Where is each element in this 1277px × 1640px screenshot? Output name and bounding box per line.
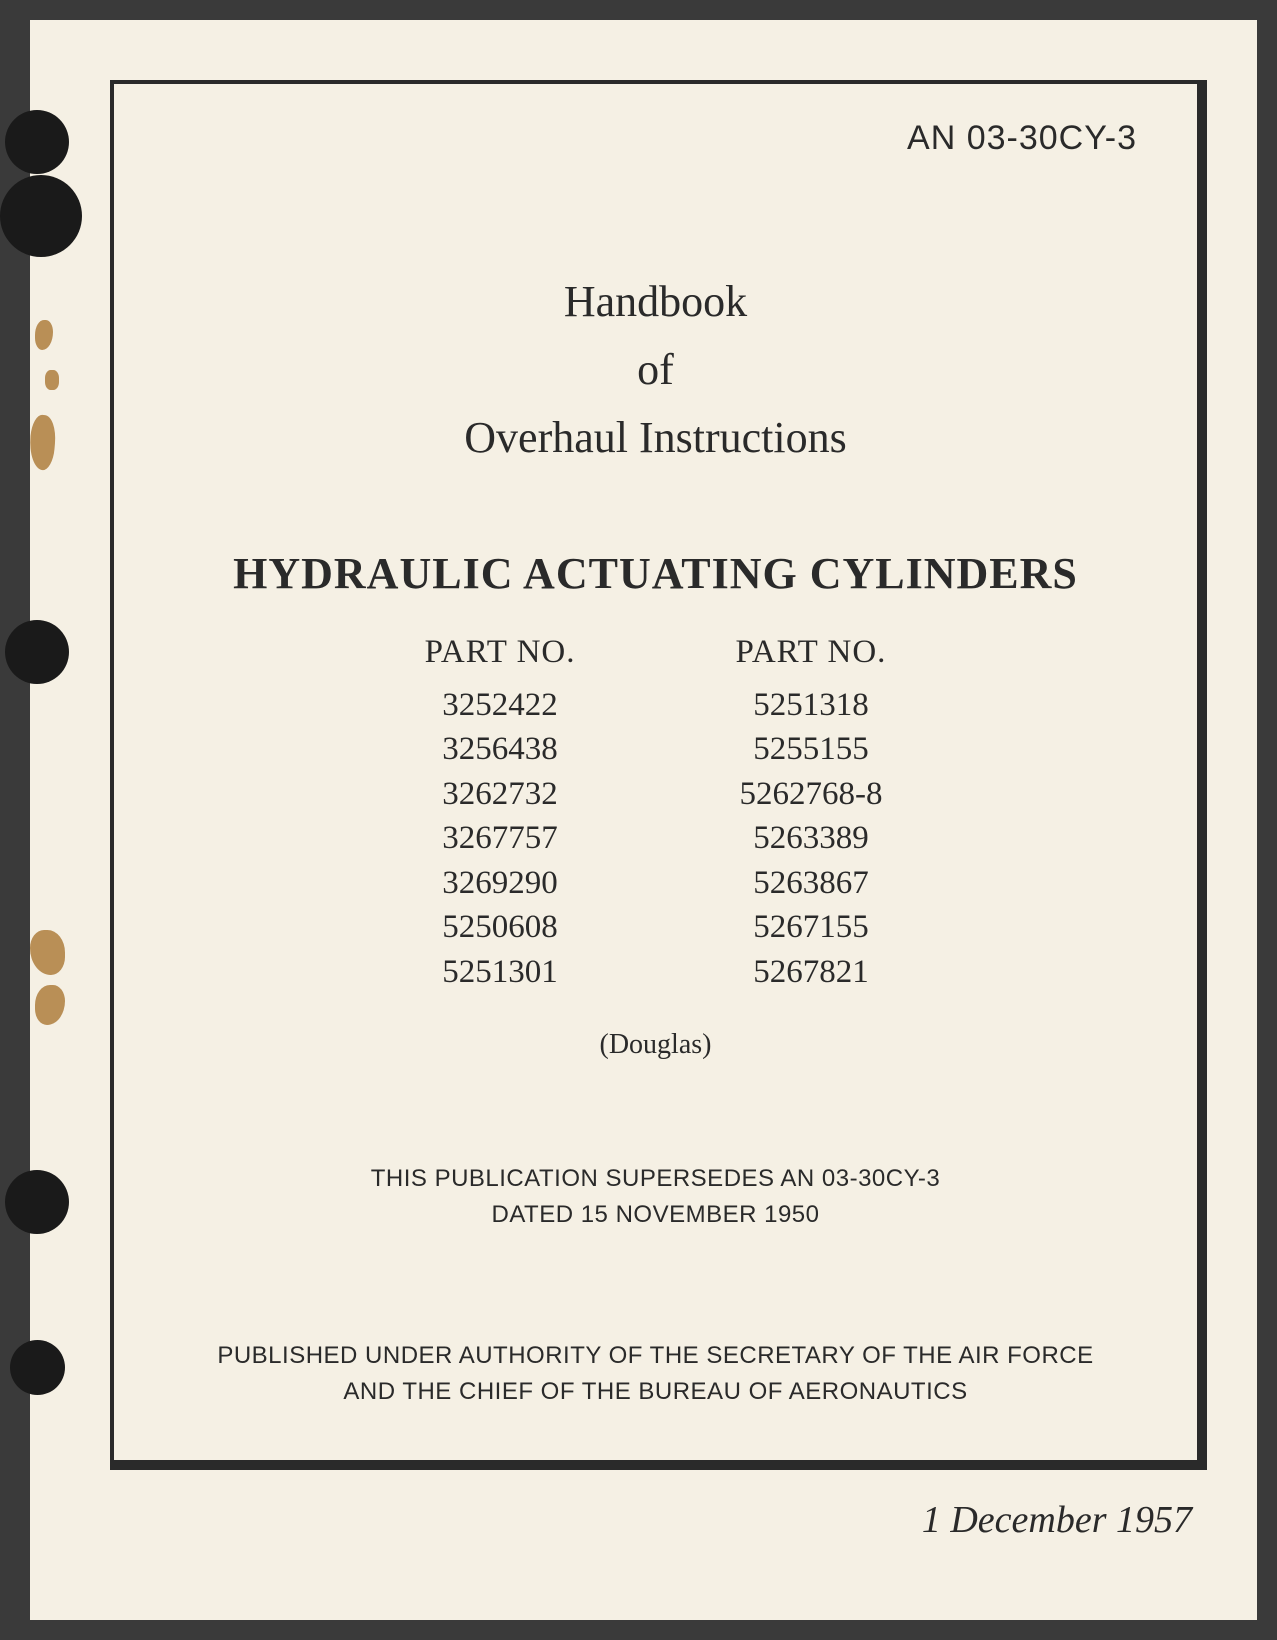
main-title: HYDRAULIC ACTUATING CYLINDERS bbox=[174, 548, 1137, 599]
parts-column-2: PART NO. 5251318 5255155 5262768-8 52633… bbox=[736, 634, 887, 995]
document-page: AN 03-30CY-3 Handbook of Overhaul Instru… bbox=[30, 20, 1257, 1620]
part-number: 3267757 bbox=[425, 816, 576, 861]
part-number: 3252422 bbox=[425, 683, 576, 728]
punch-hole bbox=[5, 620, 69, 684]
publication-date: 1 December 1957 bbox=[110, 1498, 1207, 1542]
supersedes-line-1: THIS PUBLICATION SUPERSEDES AN 03-30CY-3 bbox=[174, 1161, 1137, 1197]
supersedes-notice: THIS PUBLICATION SUPERSEDES AN 03-30CY-3… bbox=[174, 1161, 1137, 1233]
authority-statement: PUBLISHED UNDER AUTHORITY OF THE SECRETA… bbox=[174, 1338, 1137, 1410]
part-number: 5263867 bbox=[736, 861, 887, 906]
parts-header: PART NO. bbox=[425, 634, 576, 671]
title-line-1: Handbook bbox=[174, 268, 1137, 336]
parts-table: PART NO. 3252422 3256438 3262732 3267757… bbox=[174, 634, 1137, 995]
title-line-2: of bbox=[174, 336, 1137, 404]
parts-column-1: PART NO. 3252422 3256438 3262732 3267757… bbox=[425, 634, 576, 995]
part-number: 5251301 bbox=[425, 950, 576, 995]
part-number: 5263389 bbox=[736, 816, 887, 861]
content-frame: AN 03-30CY-3 Handbook of Overhaul Instru… bbox=[110, 80, 1207, 1470]
part-number: 3262732 bbox=[425, 772, 576, 817]
title-line-3: Overhaul Instructions bbox=[174, 404, 1137, 472]
punch-hole bbox=[10, 1340, 65, 1395]
supersedes-line-2: DATED 15 NOVEMBER 1950 bbox=[174, 1197, 1137, 1233]
punch-hole bbox=[5, 1170, 69, 1234]
punch-hole bbox=[5, 110, 69, 174]
part-number: 5267155 bbox=[736, 905, 887, 950]
parts-header: PART NO. bbox=[736, 634, 887, 671]
punch-hole bbox=[0, 175, 82, 257]
part-number: 5255155 bbox=[736, 727, 887, 772]
authority-line-2: AND THE CHIEF OF THE BUREAU OF AERONAUTI… bbox=[174, 1374, 1137, 1410]
document-number: AN 03-30CY-3 bbox=[174, 119, 1137, 158]
manufacturer: (Douglas) bbox=[174, 1029, 1137, 1061]
title-block: Handbook of Overhaul Instructions bbox=[174, 268, 1137, 473]
part-number: 5251318 bbox=[736, 683, 887, 728]
authority-line-1: PUBLISHED UNDER AUTHORITY OF THE SECRETA… bbox=[174, 1338, 1137, 1374]
part-number: 3256438 bbox=[425, 727, 576, 772]
part-number: 3269290 bbox=[425, 861, 576, 906]
part-number: 5262768-8 bbox=[736, 772, 887, 817]
part-number: 5267821 bbox=[736, 950, 887, 995]
part-number: 5250608 bbox=[425, 905, 576, 950]
rust-stain bbox=[45, 370, 59, 390]
